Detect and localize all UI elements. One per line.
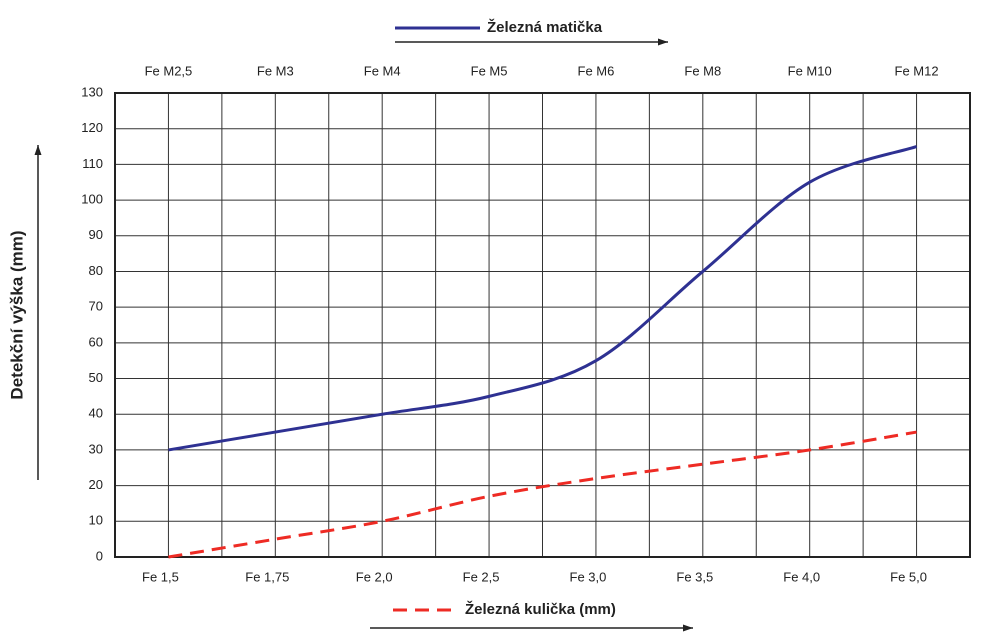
y-axis-label: Detekční výška (mm) xyxy=(7,230,26,399)
x-top-label: Fe M5 xyxy=(471,63,508,78)
legend-label: Železná kulička (mm) xyxy=(465,600,616,618)
x-top-label: Fe M2,5 xyxy=(145,63,193,78)
y-tick-label: 40 xyxy=(89,406,103,421)
y-tick-label: 130 xyxy=(81,84,103,99)
x-top-label: Fe M4 xyxy=(364,63,401,78)
x-bottom-label: Fe 5,0 xyxy=(890,569,927,584)
x-bottom-label: Fe 2,5 xyxy=(463,569,500,584)
y-tick-label: 0 xyxy=(96,548,103,563)
y-tick-label: 80 xyxy=(89,263,103,278)
y-tick-label: 110 xyxy=(82,156,103,171)
series-line xyxy=(168,430,917,559)
x-bottom-label: Fe 2,0 xyxy=(356,569,393,584)
plot-frame xyxy=(114,92,971,558)
y-tick-label: 90 xyxy=(89,227,103,242)
x-bottom-label: Fe 3,0 xyxy=(570,569,607,584)
x-top-label: Fe M8 xyxy=(684,63,721,78)
x-bottom-label: Fe 4,0 xyxy=(783,569,820,584)
y-tick-label: 30 xyxy=(89,441,103,456)
x-bottom-label: Fe 3,5 xyxy=(676,569,713,584)
y-tick-label: 70 xyxy=(89,299,103,314)
y-tick-label: 60 xyxy=(89,334,103,349)
x-bottom-label: Fe 1,5 xyxy=(142,569,179,584)
y-tick-label: 120 xyxy=(81,120,103,135)
x-top-label: Fe M12 xyxy=(895,63,939,78)
legend-label: Železná matička xyxy=(487,18,603,36)
x-bottom-label: Fe 1,75 xyxy=(245,569,289,584)
y-tick-label: 100 xyxy=(81,192,103,207)
x-top-label: Fe M6 xyxy=(578,63,615,78)
x-top-label: Fe M3 xyxy=(257,63,294,78)
series-line xyxy=(168,145,918,452)
y-tick-label: 10 xyxy=(89,513,103,528)
x-top-label: Fe M10 xyxy=(788,63,832,78)
y-tick-label: 50 xyxy=(89,370,103,385)
y-tick-label: 20 xyxy=(89,477,103,492)
